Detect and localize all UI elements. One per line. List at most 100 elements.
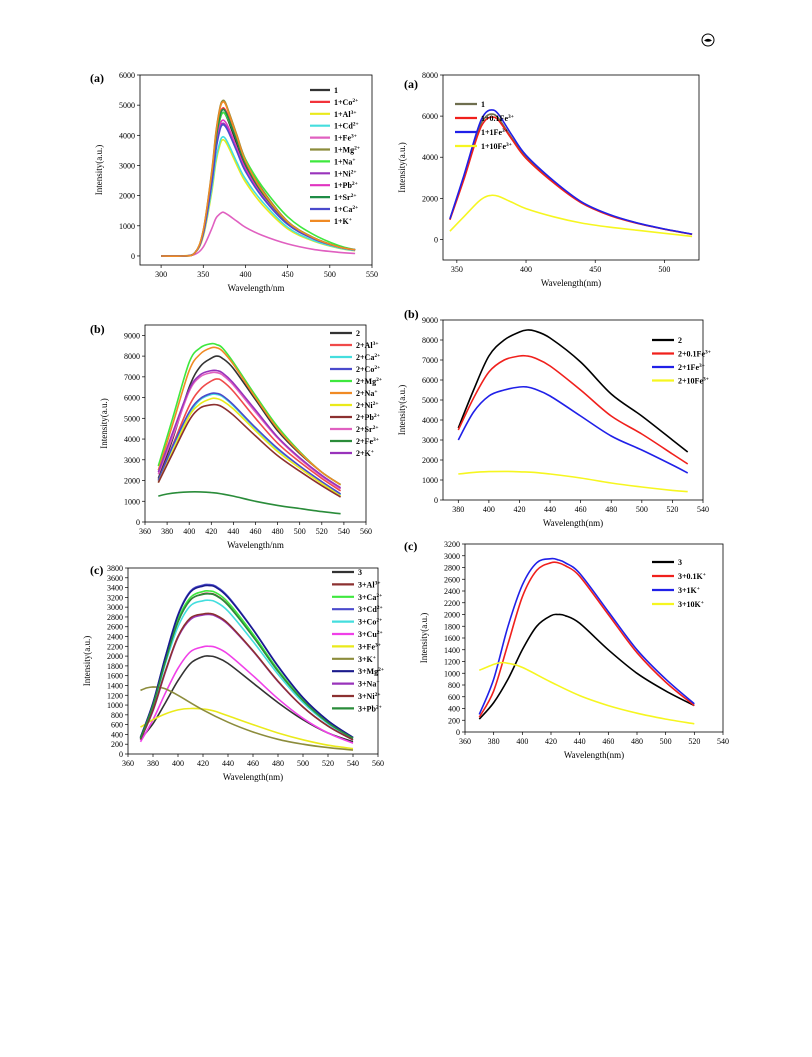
y-tick-label: 2600 bbox=[444, 575, 460, 584]
x-tick-label: 380 bbox=[452, 505, 464, 514]
x-tick-label: 540 bbox=[347, 759, 359, 768]
legend-entry: 1+Fe3+ bbox=[334, 134, 357, 143]
x-tick-label: 460 bbox=[602, 737, 614, 746]
y-tick-label: 1800 bbox=[444, 622, 460, 631]
y-tick-label: 4000 bbox=[124, 435, 140, 444]
x-tick-label: 380 bbox=[147, 759, 159, 768]
x-axis-label: Wavelength(nm) bbox=[543, 518, 603, 528]
series-line-2 bbox=[449, 109, 693, 235]
y-tick-label: 3000 bbox=[119, 161, 135, 170]
legend-entry: 2+K+ bbox=[356, 449, 374, 458]
x-tick-label: 360 bbox=[122, 759, 134, 768]
legend-entry: 2+Sr2+ bbox=[356, 425, 378, 434]
legend: 2 2+0.1Fe3+ 2+1Fe3+ 2+10Fe3+ bbox=[652, 336, 711, 386]
legend: 2 2+Al3+ 2+Ca2+ 2+Co2+ 2+Mg2+ 2+Na+ 2+Ni2+ 2+Pb… bbox=[330, 329, 382, 458]
panel-label: (a) bbox=[404, 77, 418, 91]
y-tick-label: 3000 bbox=[124, 456, 140, 465]
y-tick-label: 0 bbox=[456, 728, 460, 737]
x-axis-label: Wavelength(nm) bbox=[541, 278, 601, 288]
panel-label: (b) bbox=[90, 322, 105, 336]
legend-entry: 3+Al3+ bbox=[358, 580, 380, 589]
journal-logo-icon bbox=[701, 33, 715, 47]
y-tick-label: 200 bbox=[448, 716, 460, 725]
chart-right-c: 360 380 400 420 440 460 480 500 520 540 0 200 400 600… bbox=[404, 539, 729, 760]
y-tick-label: 6000 bbox=[422, 376, 438, 385]
panel-label: (a) bbox=[90, 71, 104, 85]
y-tick-label: 0 bbox=[136, 518, 140, 527]
x-tick-label: 540 bbox=[338, 527, 350, 536]
x-tick-label: 400 bbox=[172, 759, 184, 768]
legend-entry: 2+1Fe3+ bbox=[678, 363, 705, 372]
legend-entry: 3+0.1K+ bbox=[678, 572, 706, 581]
chart-right-b: 380 400 420 440 460 480 500 520 540 0 1000 2000 3000… bbox=[397, 307, 711, 528]
x-axis-label: Wavelength(nm) bbox=[564, 750, 624, 760]
y-tick-label: 800 bbox=[448, 681, 460, 690]
series-line-10 bbox=[139, 612, 354, 741]
legend-entry: 1+1Fe3+ bbox=[481, 128, 508, 137]
x-tick-label: 360 bbox=[459, 737, 471, 746]
x-tick-label: 460 bbox=[575, 505, 587, 514]
y-tick-label: 200 bbox=[111, 740, 123, 749]
y-tick-label: 1400 bbox=[444, 646, 460, 655]
x-tick-label: 360 bbox=[139, 527, 151, 536]
series-line-0 bbox=[457, 329, 689, 453]
legend-entry: 3+K+ bbox=[358, 655, 376, 664]
y-tick-label: 2000 bbox=[124, 477, 140, 486]
x-tick-label: 550 bbox=[366, 270, 378, 279]
y-tick-label: 400 bbox=[111, 730, 123, 739]
y-tick-label: 3400 bbox=[107, 584, 123, 593]
chart-right-a: 350 400 450 500 0 2000 4000 6000 8000 Wavelength(… bbox=[397, 71, 700, 288]
legend-entry: 3 bbox=[358, 568, 362, 577]
y-tick-label: 600 bbox=[111, 721, 123, 730]
x-tick-label: 500 bbox=[297, 759, 309, 768]
y-tick-label: 1000 bbox=[124, 497, 140, 506]
series-line-0 bbox=[478, 613, 695, 720]
series-line-6 bbox=[140, 707, 354, 750]
y-axis-label: Intensity(a.u.) bbox=[82, 636, 92, 686]
x-tick-label: 440 bbox=[227, 527, 239, 536]
series-line-1 bbox=[157, 378, 342, 492]
x-tick-label: 450 bbox=[589, 265, 601, 274]
y-tick-label: 4000 bbox=[422, 416, 438, 425]
legend-entry: 3+Ca2+ bbox=[358, 593, 382, 602]
legend-entry: 3+10K+ bbox=[678, 600, 704, 609]
x-tick-label: 560 bbox=[372, 759, 384, 768]
y-tick-label: 9000 bbox=[124, 331, 140, 340]
series-line-1 bbox=[457, 354, 689, 465]
y-tick-label: 2000 bbox=[444, 611, 460, 620]
x-tick-label: 420 bbox=[545, 737, 557, 746]
x-tick-label: 540 bbox=[697, 505, 709, 514]
y-tick-label: 2400 bbox=[444, 587, 460, 596]
y-tick-label: 2400 bbox=[107, 633, 123, 642]
chart-left-a: 300 350 400 450 500 550 0 1000 2000 3000 4000 5000 6… bbox=[90, 71, 378, 293]
y-tick-label: 3000 bbox=[422, 436, 438, 445]
y-tick-label: 800 bbox=[111, 711, 123, 720]
series-line-2 bbox=[478, 557, 695, 715]
plot-frame bbox=[139, 74, 373, 266]
legend-entry: 1+Sr2+ bbox=[334, 193, 356, 202]
x-tick-label: 440 bbox=[574, 737, 586, 746]
y-tick-label: 1400 bbox=[107, 681, 123, 690]
legend-entry: 1+Ni2+ bbox=[334, 169, 356, 178]
x-tick-label: 460 bbox=[250, 527, 262, 536]
y-tick-label: 8000 bbox=[422, 336, 438, 345]
x-tick-label: 440 bbox=[222, 759, 234, 768]
chart-left-c: 360 380 400 420 440 460 480 500 520 540 5600200400… bbox=[82, 563, 384, 782]
plot-frame bbox=[442, 319, 704, 501]
legend-entry: 1+Mg2+ bbox=[334, 146, 360, 155]
series-line-10 bbox=[157, 369, 342, 489]
legend: 3 3+0.1K+ 3+1K+ 3+10K+ bbox=[652, 558, 706, 609]
chart-left-b: 360 380 400 420 440 460 480 500 520 540 560 0 1000 20… bbox=[90, 322, 382, 550]
series-line-1 bbox=[478, 561, 695, 718]
legend-entry: 2 bbox=[678, 336, 682, 345]
x-tick-label: 300 bbox=[155, 270, 167, 279]
legend-entry: 1+Ca2+ bbox=[334, 205, 358, 214]
y-tick-label: 1200 bbox=[444, 658, 460, 667]
y-tick-label: 0 bbox=[434, 235, 438, 244]
legend-entry: 2+Pb2+ bbox=[356, 413, 380, 422]
x-tick-label: 400 bbox=[183, 527, 195, 536]
y-tick-label: 2000 bbox=[422, 456, 438, 465]
y-tick-label: 7000 bbox=[422, 356, 438, 365]
x-tick-label: 420 bbox=[197, 759, 209, 768]
legend-entry: 3+Co2+ bbox=[358, 618, 382, 627]
